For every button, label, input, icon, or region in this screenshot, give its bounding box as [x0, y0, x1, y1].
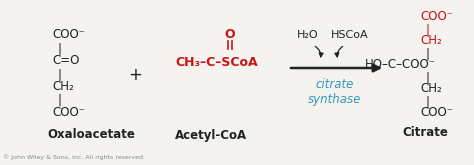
Text: CH₃–C–SCoA: CH₃–C–SCoA [175, 55, 258, 68]
Text: CH₂: CH₂ [420, 34, 442, 48]
Text: COO⁻: COO⁻ [420, 106, 453, 119]
Text: |: | [58, 94, 62, 106]
Text: COO⁻: COO⁻ [420, 11, 453, 23]
Text: |: | [426, 96, 430, 109]
Text: Citrate: Citrate [402, 126, 448, 138]
Text: C=O: C=O [52, 54, 79, 67]
Text: |: | [58, 68, 62, 82]
Text: |: | [58, 43, 62, 55]
Text: citrate: citrate [316, 79, 354, 92]
Text: HO–C–COO⁻: HO–C–COO⁻ [365, 59, 436, 71]
Text: +: + [128, 66, 142, 84]
Text: COO⁻: COO⁻ [52, 105, 85, 118]
Text: synthase: synthase [308, 94, 362, 106]
Text: H₂O: H₂O [297, 30, 319, 40]
Text: COO⁻: COO⁻ [52, 29, 85, 42]
Text: |: | [426, 71, 430, 84]
Text: HSCoA: HSCoA [331, 30, 369, 40]
Text: |: | [426, 48, 430, 61]
Text: Oxaloacetate: Oxaloacetate [47, 129, 135, 142]
Text: O: O [225, 29, 235, 42]
Text: CH₂: CH₂ [420, 82, 442, 96]
Text: |: | [426, 23, 430, 36]
Text: © John Wiley & Sons, Inc. All rights reserved.: © John Wiley & Sons, Inc. All rights res… [3, 154, 145, 160]
Text: CH₂: CH₂ [52, 81, 74, 94]
Text: Acetyl-CoA: Acetyl-CoA [175, 129, 247, 142]
